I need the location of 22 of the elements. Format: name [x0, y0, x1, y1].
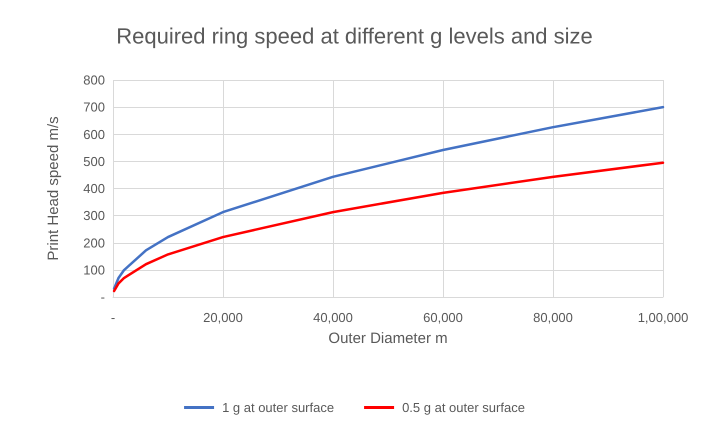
y-tick-label: - [100, 290, 105, 304]
legend-label: 0.5 g at outer surface [402, 400, 525, 415]
x-axis-title: Outer Diameter m [328, 330, 448, 347]
x-tick-label: 40,000 [313, 310, 353, 325]
y-tick-label: 700 [83, 100, 105, 115]
x-tick-label: 20,000 [203, 310, 243, 325]
y-tick-label: 800 [83, 72, 105, 88]
y-tick-label: 300 [83, 208, 105, 224]
x-tick-label: 1,00,000 [638, 310, 688, 325]
x-tick-label: 80,000 [533, 310, 573, 325]
legend-label: 1 g at outer surface [222, 400, 334, 415]
y-tick-label: 400 [83, 181, 105, 196]
y-tick-label: 100 [83, 262, 105, 278]
y-tick-label: 600 [83, 126, 105, 142]
line-series [112, 106, 664, 290]
y-tick-label: 200 [83, 235, 105, 250]
line-series [112, 161, 664, 292]
chart-title: Required ring speed at different g levels and size [116, 24, 593, 48]
x-tick-label: 60,000 [423, 310, 463, 325]
y-axis-title: Print Head speed m/s [45, 116, 62, 261]
y-tick-label: 500 [83, 154, 105, 169]
x-tick-label: - [110, 310, 116, 325]
